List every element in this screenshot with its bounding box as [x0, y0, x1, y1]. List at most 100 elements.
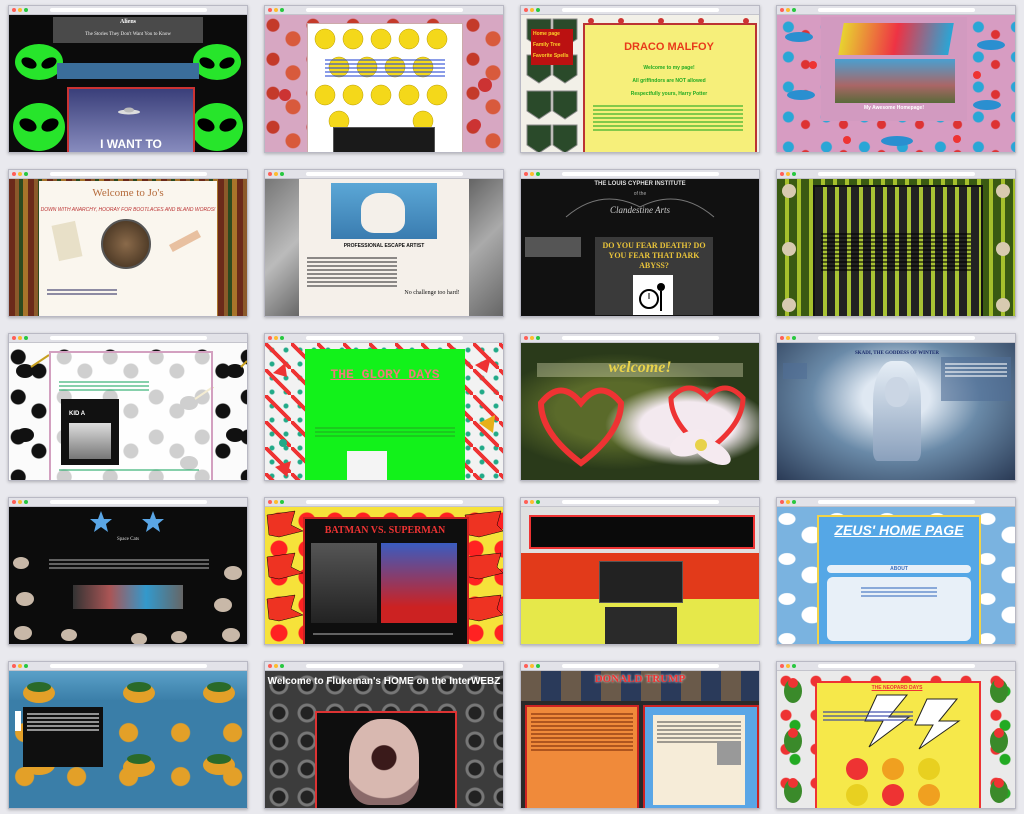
- browser-thumbnail-smileys[interactable]: [264, 5, 504, 153]
- page-title: SKADI, THE GODDESS OF WINTER: [855, 351, 939, 356]
- zoom-dot-icon: [24, 172, 28, 176]
- zoom-dot-icon: [280, 336, 284, 340]
- page-cursive-title: Clandestine Arts: [609, 205, 671, 215]
- page-viewport: ZEUS' HOME PAGE ABOUT: [777, 507, 1015, 644]
- zoom-dot-icon: [24, 500, 28, 504]
- minimize-dot-icon: [18, 172, 22, 176]
- minimize-dot-icon: [274, 172, 278, 176]
- page-title: Welcome to Jo's: [92, 187, 164, 199]
- pink-pattern-decor: [279, 78, 492, 131]
- page-title: welcome!: [608, 359, 672, 376]
- header-photo-strip: [521, 671, 759, 701]
- page-subtitle: The Stories They Don't Want You to Know: [85, 32, 171, 37]
- address-bar: [818, 8, 975, 12]
- zoom-dot-icon: [280, 664, 284, 668]
- footer-text: [59, 467, 199, 473]
- browser-thumbnail-aliens[interactable]: Aliens The Stories They Don't Want You t…: [8, 5, 248, 153]
- minimize-dot-icon: [530, 8, 534, 12]
- portrait-thumbnail: [717, 741, 741, 765]
- close-dot-icon: [524, 336, 528, 340]
- page-viewport: My Awesome Homepage!: [777, 15, 1015, 152]
- cat-photo-icons: [13, 557, 242, 644]
- body-text: [315, 425, 455, 439]
- address-bar: [50, 664, 207, 668]
- body-text: [821, 231, 971, 273]
- nav-link-spells[interactable]: Favorite Spells: [533, 53, 569, 59]
- browser-thumbnail-skadi[interactable]: SKADI, THE GODDESS OF WINTER: [776, 333, 1016, 481]
- browser-thumbnail-radiohead[interactable]: KID A: [8, 333, 248, 481]
- section-heading[interactable]: ABOUT: [890, 566, 908, 572]
- browser-thumbnail-space-cats[interactable]: Space Cats: [8, 497, 248, 645]
- browser-thumbnail-donald-trump[interactable]: DONALD TRUMP: [520, 661, 760, 809]
- pool-photo: [835, 59, 955, 103]
- address-bar: [50, 8, 207, 12]
- minimize-dot-icon: [530, 664, 534, 668]
- window-titlebar: [777, 170, 1015, 179]
- minimize-dot-icon: [274, 336, 278, 340]
- zoom-dot-icon: [536, 8, 540, 12]
- address-bar: [50, 336, 207, 340]
- address-bar: [562, 172, 719, 176]
- photo-strip: [73, 585, 183, 609]
- browser-thumbnail-green-pattern[interactable]: [776, 169, 1016, 317]
- browser-thumbnail-escape-artist[interactable]: PROFESSIONAL ESCAPE ARTIST No challenge …: [264, 169, 504, 317]
- minimize-dot-icon: [18, 8, 22, 12]
- ufo-icon: [118, 107, 140, 115]
- page-viewport: [777, 179, 1015, 316]
- scroll-indicator[interactable]: [15, 711, 21, 731]
- nav-menu: [531, 29, 573, 65]
- page-viewport: PROFESSIONAL ESCAPE ARTIST No challenge …: [265, 179, 503, 316]
- browser-thumbnail-dolphins[interactable]: My Awesome Homepage!: [776, 5, 1016, 153]
- browser-thumbnail-glory-days[interactable]: THE GLORY DAYS: [264, 333, 504, 481]
- browser-thumbnail-jos[interactable]: Welcome to Jo's DOWN WITH ANARCHY, HOORA…: [8, 169, 248, 317]
- page-viewport: THE NEOPARD DAYS: [777, 671, 1015, 808]
- browser-thumbnail-zeus[interactable]: ZEUS' HOME PAGE ABOUT: [776, 497, 1016, 645]
- browser-thumbnail-batman-superman[interactable]: BATMAN VS. SUPERMAN: [264, 497, 504, 645]
- zoom-dot-icon: [280, 172, 284, 176]
- intro-text: [59, 379, 149, 393]
- address-bar: [306, 664, 463, 668]
- ufo-photo: [67, 87, 195, 152]
- page-viewport: Aliens The Stories They Don't Want You t…: [9, 15, 247, 152]
- browser-thumbnail-flukeman[interactable]: Welcome to Flukeman's HOME on the InterW…: [264, 661, 504, 809]
- text-panel: [57, 63, 199, 79]
- dog-figure: [361, 193, 405, 233]
- title-bar: [537, 363, 743, 377]
- close-dot-icon: [12, 172, 16, 176]
- browser-thumbnail-neopard[interactable]: THE NEOPARD DAYS: [776, 661, 1016, 809]
- address-bar: [50, 500, 207, 504]
- page-subtitle: DOWN WITH ANARCHY, HOORAY FOR BOOTLACES …: [40, 207, 216, 213]
- page-viewport: THE GLORY DAYS: [265, 343, 503, 480]
- browser-thumbnail-mario[interactable]: [8, 661, 248, 809]
- welcome-line: Welcome to my page!: [643, 65, 695, 71]
- minimize-dot-icon: [786, 500, 790, 504]
- text-panel: [23, 707, 103, 767]
- window-titlebar: [777, 6, 1015, 15]
- heart-scribble-icons: [537, 385, 746, 467]
- zoom-dot-icon: [24, 336, 28, 340]
- browser-thumbnail-striped-flag[interactable]: [520, 497, 760, 645]
- header-banner: [53, 17, 203, 43]
- nav-link-home[interactable]: Home page: [533, 31, 560, 37]
- address-bar: [818, 664, 975, 668]
- address-bar: [562, 336, 719, 340]
- body-text: [823, 709, 913, 723]
- nav-link-family-tree[interactable]: Family Tree: [533, 42, 561, 48]
- window-titlebar: [9, 498, 247, 507]
- close-dot-icon: [780, 8, 784, 12]
- album-title: KID A: [69, 411, 86, 417]
- browser-thumbnail-welcome-flowers[interactable]: welcome!: [520, 333, 760, 481]
- close-dot-icon: [268, 336, 272, 340]
- window-titlebar: [9, 6, 247, 15]
- video-embed[interactable]: [333, 127, 435, 152]
- page-viewport: [265, 15, 503, 152]
- zoom-dot-icon: [792, 664, 796, 668]
- zoom-dot-icon: [24, 8, 28, 12]
- close-dot-icon: [268, 664, 272, 668]
- page-title: Aliens: [119, 19, 136, 25]
- address-bar: [562, 664, 719, 668]
- zoom-dot-icon: [792, 500, 796, 504]
- goddess-face: [885, 377, 909, 407]
- browser-thumbnail-louis-cypher[interactable]: THE LOUIS CYPHER INSTITUTE of the Clande…: [520, 169, 760, 317]
- browser-thumbnail-draco[interactable]: Home page Family Tree Favorite Spells DR…: [520, 5, 760, 153]
